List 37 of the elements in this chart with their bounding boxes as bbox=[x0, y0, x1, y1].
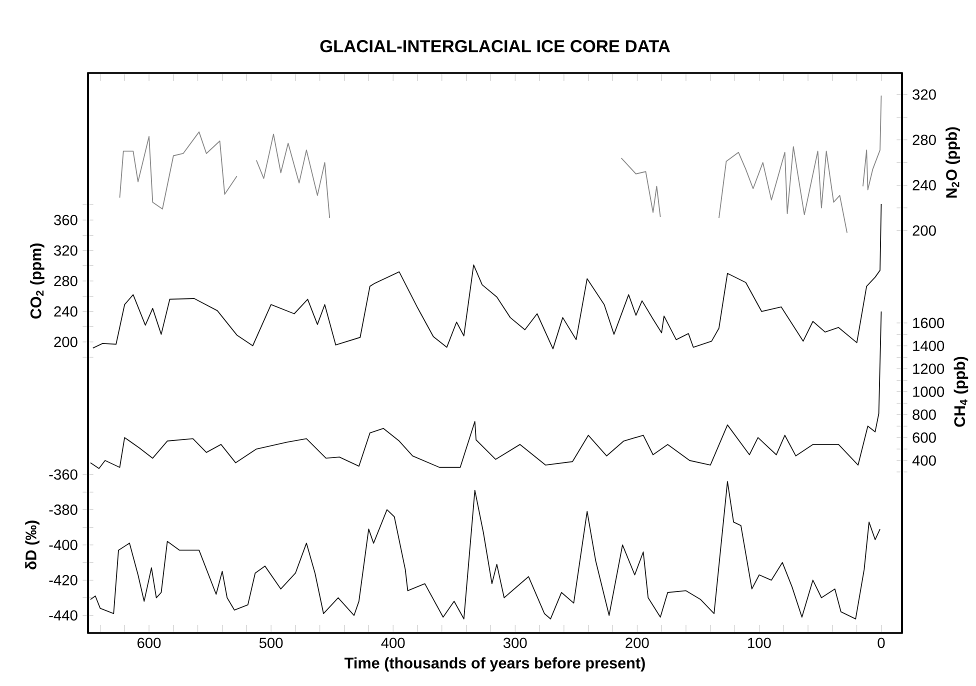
y2-tick-label: 400 bbox=[912, 455, 936, 466]
x-tick-label: 200 bbox=[626, 638, 649, 648]
x-tick-label: 300 bbox=[503, 638, 527, 648]
x-tick-label: 500 bbox=[259, 638, 283, 648]
line-series bbox=[90, 481, 880, 620]
y2-axis-title: N$_{2}$O (ppb) bbox=[946, 127, 960, 198]
y2-tick-label: 800 bbox=[912, 409, 936, 420]
y-tick-label: 200 bbox=[54, 336, 78, 348]
x-axis-title: Time (thousands of years before present) bbox=[344, 657, 645, 672]
y-axis-title: CO$_{2}$ (ppm) bbox=[30, 243, 44, 319]
x-tick-label: 400 bbox=[381, 638, 405, 648]
y2-tick-label: 1000 bbox=[913, 386, 944, 397]
y-tick-label: -400 bbox=[49, 540, 78, 550]
y-tick-label: -380 bbox=[49, 504, 78, 515]
y2-tick-label: 1200 bbox=[913, 364, 944, 374]
x-tick-label: 0 bbox=[878, 638, 885, 648]
x-tick-label: 600 bbox=[138, 638, 161, 648]
line-series bbox=[90, 311, 882, 469]
y-axis-title: δD (‰) bbox=[25, 520, 40, 570]
y-tick-label: 240 bbox=[54, 306, 78, 317]
chart-title: GLACIAL-INTERGLACIAL ICE CORE DATA bbox=[320, 40, 670, 52]
y2-tick-label: 200 bbox=[912, 225, 936, 236]
y2-tick-label: 1600 bbox=[913, 318, 944, 328]
y-tick-label: -360 bbox=[49, 469, 78, 480]
y-tick-label: 360 bbox=[54, 214, 78, 226]
y-tick-label: -440 bbox=[49, 610, 78, 621]
y2-tick-label: 600 bbox=[912, 432, 936, 443]
y2-tick-label: 1400 bbox=[913, 340, 944, 352]
line-series bbox=[92, 204, 882, 350]
x-tick-label: 100 bbox=[748, 638, 771, 648]
y-tick-label: -420 bbox=[49, 574, 78, 586]
y2-tick-label: 240 bbox=[912, 180, 936, 190]
y2-tick-label: 320 bbox=[912, 89, 936, 100]
y-tick-label: 280 bbox=[54, 276, 78, 286]
y2-axis-title: CH$_{4}$ (ppb) bbox=[954, 356, 968, 427]
y-tick-label: 320 bbox=[54, 245, 78, 256]
y2-tick-label: 280 bbox=[912, 134, 936, 146]
